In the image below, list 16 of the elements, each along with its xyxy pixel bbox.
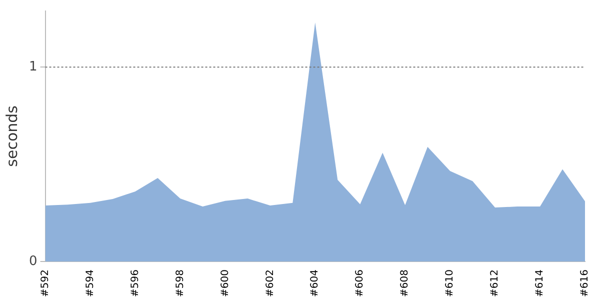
y-axis-title: seconds <box>2 105 21 167</box>
x-tick-label: #606 <box>354 270 366 298</box>
x-tick-label: #608 <box>400 270 411 298</box>
x-tick-label: #610 <box>444 270 456 298</box>
x-tick-label: #596 <box>130 270 141 298</box>
x-tick-label: #616 <box>580 270 591 298</box>
x-tick-label: #598 <box>174 270 186 298</box>
y-tick-label: 1 <box>28 60 38 75</box>
x-tick-label: #602 <box>264 270 276 298</box>
x-tick-label: #592 <box>40 270 51 298</box>
x-tick-label: #604 <box>310 270 321 298</box>
x-tick-label: #612 <box>490 270 501 298</box>
x-tick-label: #600 <box>220 270 231 298</box>
x-tick-label: #594 <box>84 270 96 298</box>
y-tick-label: 0 <box>28 254 38 269</box>
x-tick-label: #614 <box>534 270 546 298</box>
